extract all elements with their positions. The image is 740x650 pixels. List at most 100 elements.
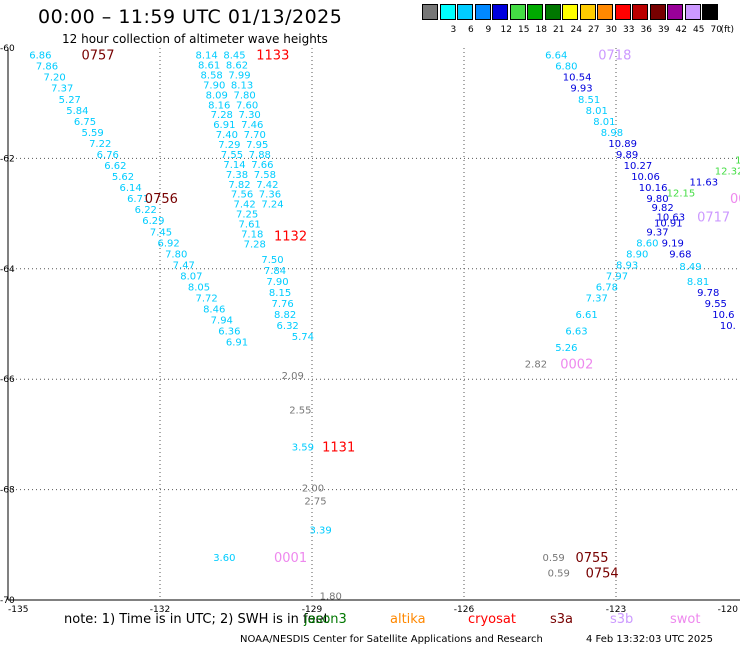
legend-label: 24	[570, 25, 582, 35]
legend-label: 15	[518, 25, 530, 35]
swh-value: 10.16	[639, 183, 668, 194]
swh-value: 10.89	[608, 139, 637, 150]
page-subtitle: 12 hour collection of altimeter wave hei…	[62, 32, 328, 46]
swh-value: 6.22	[135, 205, 157, 216]
swh-value: 7.37	[51, 84, 73, 95]
swh-value: 5.62	[112, 172, 134, 183]
swh-value: 3.59	[292, 443, 314, 454]
legend-swatch	[562, 4, 578, 20]
pass-time-label: 0002	[560, 358, 593, 373]
pass-time-label: 0717	[697, 210, 730, 225]
legend-swatch	[474, 4, 491, 20]
swh-value: 8.90	[626, 249, 648, 260]
lon-tick-label: -126	[454, 605, 475, 615]
swh-value: 7.28	[211, 110, 233, 121]
swh-value: 8.45	[223, 51, 245, 62]
legend-label: 12	[500, 25, 512, 35]
swh-value: 7.58	[254, 170, 276, 181]
pass-time-label: 0757	[81, 49, 114, 64]
swh-value: 10.06	[631, 172, 660, 183]
swh-value: 3.60	[213, 553, 235, 564]
legend-swatch	[509, 4, 526, 20]
swh-value: 7.61	[239, 220, 261, 231]
timestamp-text: 4 Feb 13:32:03 UTC 2025	[586, 634, 713, 645]
swh-value: 8.81	[687, 277, 709, 288]
legend-swatch	[492, 4, 508, 20]
swh-value: 8.09	[206, 90, 228, 101]
lat-tick-label: -64	[0, 265, 15, 275]
legend-swatch	[667, 4, 683, 20]
swh-value: 8.49	[679, 262, 701, 273]
swh-value: 7.84	[264, 266, 286, 277]
legend-swatch	[649, 4, 666, 20]
legend-label: 6	[468, 25, 474, 35]
swh-value: 7.90	[203, 80, 225, 91]
footer-note: note: 1) Time is in UTC; 2) SWH is in fe…	[64, 612, 329, 627]
swh-value: 2.75	[304, 497, 326, 508]
lon-tick-label: -135	[8, 605, 28, 615]
lon-tick-label: -123	[606, 605, 626, 615]
lat-tick-label: -70	[0, 596, 15, 606]
swh-value: 0.59	[548, 568, 570, 579]
swh-value: 7.45	[150, 227, 172, 238]
swh-value: 7.40	[216, 130, 238, 141]
legend-swatch	[684, 4, 701, 20]
pass-time-label: 0754	[586, 566, 619, 581]
swh-value: 6.62	[104, 161, 126, 172]
swh-value: 8.16	[208, 100, 230, 111]
swh-value: 6.78	[596, 282, 618, 293]
swh-value: 7.56	[231, 190, 253, 201]
lat-tick-label: -60	[0, 44, 15, 54]
swh-value: 6.32	[277, 321, 299, 332]
legend-label: 45	[693, 25, 705, 35]
lon-tick-label: -132	[150, 605, 170, 615]
swh-value: 7.14	[223, 160, 245, 171]
legend-label: 3	[450, 25, 457, 35]
swh-value: 6.29	[142, 216, 164, 227]
legend-label: 70	[710, 25, 722, 35]
swh-value: 7.72	[195, 294, 217, 305]
credit-text: NOAA/NESDIS Center for Satellite Applica…	[240, 634, 543, 645]
lon-tick-label: -120	[718, 605, 739, 615]
pass-time-label: 0755	[575, 551, 608, 566]
swh-value: 7.95	[246, 140, 268, 151]
swh-value: 7.86	[36, 62, 58, 73]
swh-value: 7.42	[256, 180, 278, 191]
swh-value: 6.64	[545, 51, 567, 62]
swh-value: 9.78	[697, 288, 719, 299]
satellite-legend-item: jason3	[304, 612, 347, 627]
pass-time-label: 0756	[145, 192, 178, 207]
swh-value: 8.07	[180, 271, 202, 282]
swh-value: 7.24	[261, 200, 283, 211]
swh-value: 7.60	[236, 100, 258, 111]
swh-value: 6.71	[127, 194, 149, 205]
swh-value: 7.80	[233, 90, 255, 101]
legend-swatch	[614, 4, 631, 20]
satellite-legend-item: altika	[390, 612, 426, 627]
swh-value: 7.25	[236, 210, 258, 221]
swh-value: 7.70	[244, 130, 266, 141]
legend-label: 9	[485, 25, 492, 35]
swh-value: 7.88	[249, 150, 271, 161]
page-title: 00:00 – 11:59 UTC 01/13/2025	[38, 6, 343, 28]
legend-swatch	[422, 4, 438, 20]
swh-value: 7.47	[173, 260, 195, 271]
swh-value: 6.86	[29, 51, 51, 62]
swh-value: 7.38	[226, 170, 248, 181]
legend-label: 21	[553, 25, 565, 35]
swh-value: 8.60	[636, 238, 658, 249]
swh-value: 8.46	[203, 305, 225, 316]
swh-value: 7.29	[218, 140, 240, 151]
pass-time-label: 1133	[256, 49, 289, 64]
swh-value: 7.99	[228, 70, 250, 81]
swh-value: 10.91	[654, 218, 683, 229]
swh-value: 11.63	[689, 178, 718, 189]
legend-label: 27	[588, 25, 600, 35]
swh-value: 10.63	[657, 212, 686, 223]
swh-value: 6.80	[555, 62, 577, 73]
swh-value: 3.39	[309, 525, 331, 536]
swh-value: 6.36	[218, 327, 240, 338]
pass-time-label: 1131	[322, 441, 355, 456]
legend-label: 18	[535, 25, 547, 35]
